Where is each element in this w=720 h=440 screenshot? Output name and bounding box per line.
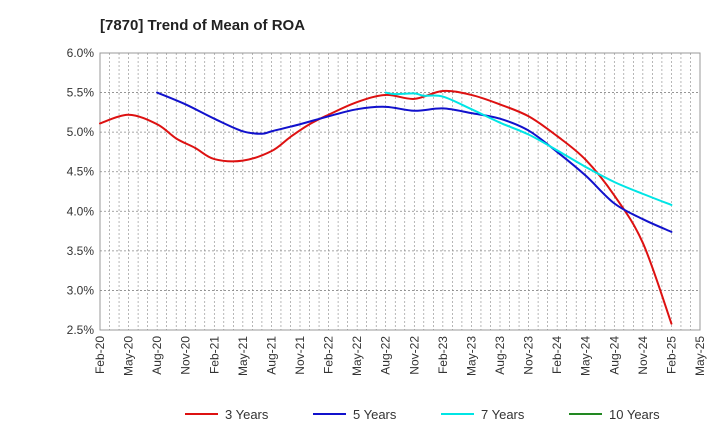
series-line-3-years [99, 89, 673, 325]
y-tick-label: 4.5% [67, 165, 95, 179]
x-tick-label: Nov-23 [522, 336, 536, 375]
chart-title: [7870] Trend of Mean of ROA [100, 17, 305, 34]
x-tick-label: Feb-21 [207, 336, 221, 374]
x-tick-label: Aug-23 [493, 336, 507, 375]
series-line-5-years [156, 91, 673, 233]
x-tick-label: Nov-24 [636, 336, 650, 375]
x-tick-label: May-22 [350, 336, 364, 376]
y-tick-label: 3.0% [67, 283, 95, 297]
plot-area-border [99, 52, 701, 331]
legend-label-3-years: 3 Years [225, 407, 269, 422]
x-tick-label: Feb-25 [664, 336, 678, 374]
x-tick-label: Nov-21 [293, 336, 307, 375]
legend-label-7-years: 7 Years [481, 407, 525, 422]
series-line-7-years [384, 91, 673, 206]
x-tick-label: May-21 [236, 336, 250, 376]
axis-layer: 6.0% 5.5% 5.0% 4.5% 4.0% 3.5% 3.0% 2.5%Feb-20 Ma… [67, 46, 707, 376]
x-tick-label: Aug-21 [264, 336, 278, 375]
x-tick-label: May-23 [464, 336, 478, 376]
y-tick-label: 3.5% [67, 244, 95, 258]
legend-label-5-years: 5 Years [353, 407, 397, 422]
x-tick-label: Aug-24 [607, 336, 621, 375]
x-tick-label: Feb-22 [322, 336, 336, 374]
grid-layer [99, 52, 701, 331]
y-tick-label: 2.5% [67, 323, 95, 337]
y-tick-label: 6.0% [67, 46, 95, 60]
y-tick-label: 5.0% [67, 125, 95, 139]
series-layer [99, 89, 673, 325]
y-tick-label: 4.0% [67, 204, 95, 218]
legend: 3 Years 5 Years 7 Years 10 Years [185, 407, 660, 422]
x-tick-label: May-20 [122, 336, 136, 376]
x-tick-label: Aug-20 [150, 336, 164, 375]
x-tick-label: Nov-20 [179, 336, 193, 375]
x-tick-label: Feb-23 [436, 336, 450, 374]
y-tick-label: 5.5% [67, 86, 95, 100]
x-tick-label: Feb-24 [550, 336, 564, 374]
legend-label-10-years: 10 Years [609, 407, 660, 422]
x-tick-label: May-25 [693, 336, 707, 376]
x-tick-label: Aug-22 [379, 336, 393, 375]
x-tick-label: Nov-22 [407, 336, 421, 375]
x-tick-label: May-24 [579, 336, 593, 376]
x-tick-label: Feb-20 [93, 336, 107, 374]
